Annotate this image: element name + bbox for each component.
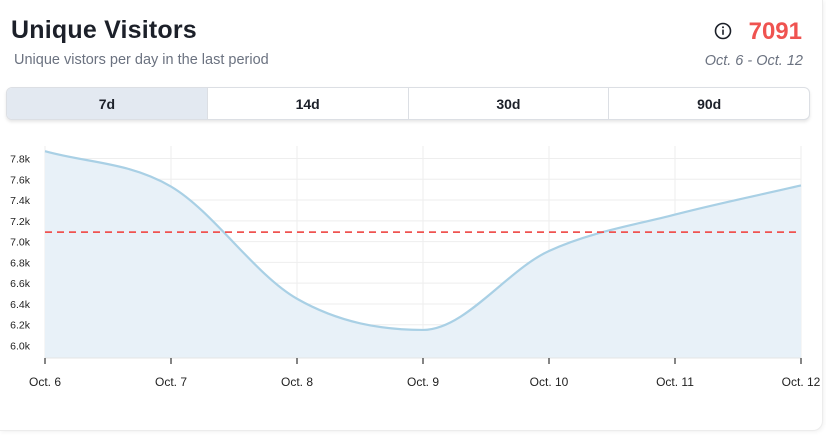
y-tick-label: 6.2k [10,320,31,332]
y-tick-label: 7.4k [10,195,31,207]
card-title: Unique Visitors [11,16,197,44]
y-tick-label: 6.0k [10,341,31,353]
card-subtitle: Unique vistors per day in the last perio… [14,52,269,68]
y-tick-label: 7.6k [10,174,31,186]
x-tick-label: Oct. 6 [29,375,61,389]
y-tick-label: 7.0k [10,237,31,249]
y-tick-label: 6.8k [10,257,31,269]
period-tabs: 7d 14d 30d 90d [6,87,810,120]
y-tick-label: 7.2k [10,216,31,228]
y-tick-label: 7.8k [10,153,31,165]
x-tick-label: Oct. 12 [782,375,821,389]
x-tick-label: Oct. 10 [530,375,569,389]
total-visitors-value: 7091 [748,18,802,45]
visitors-area-fill [45,151,801,358]
x-tick-label: Oct. 7 [155,375,187,389]
y-tick-label: 6.4k [10,299,31,311]
visitors-area-chart: Oct. 6 Oct. 7 Oct. 8 Oct. 9 Oct. 10 Oct. 11 Oc… [10,146,821,389]
tab-14d[interactable]: 14d [206,88,408,119]
tab-7d[interactable]: 7d [7,88,207,119]
x-tick-label: Oct. 9 [407,375,439,389]
x-tick-label: Oct. 11 [656,375,694,389]
tab-90d[interactable]: 90d [608,88,809,119]
x-tick-label: Oct. 8 [281,375,313,389]
y-tick-label: 6.6k [10,278,31,290]
date-range: Oct. 6 - Oct. 12 [704,53,803,69]
visitors-line [44,150,802,332]
info-circle-icon[interactable] [714,22,732,40]
tab-30d[interactable]: 30d [407,88,609,119]
